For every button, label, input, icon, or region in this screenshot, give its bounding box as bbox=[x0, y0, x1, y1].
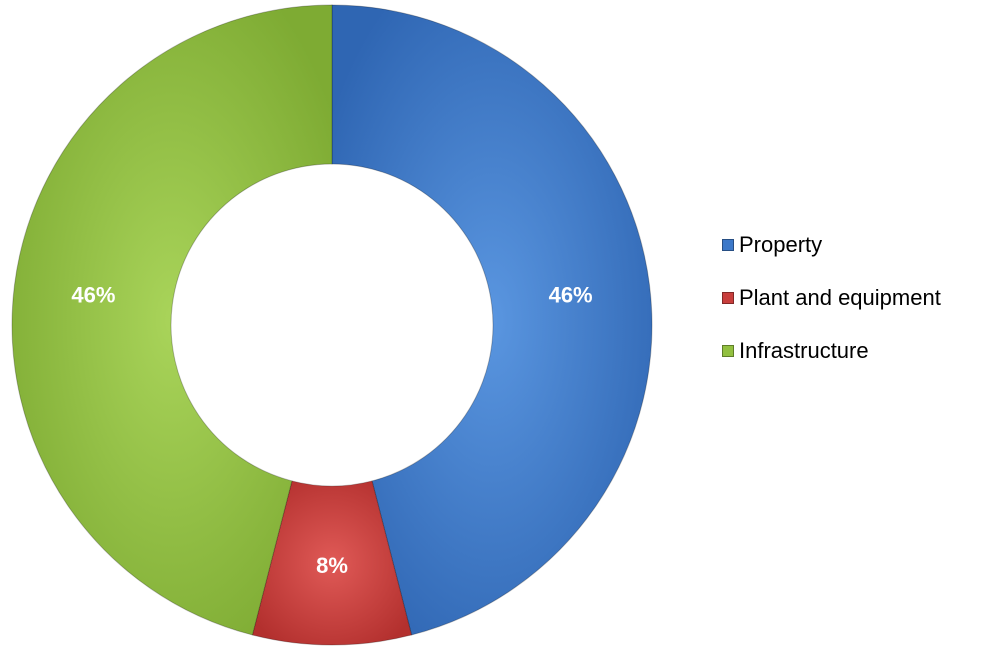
slice-plant-and-equipment bbox=[251, 480, 413, 646]
legend-swatch-property bbox=[722, 239, 734, 251]
data-label-plant-and-equipment: 8% bbox=[316, 553, 348, 578]
data-label-infrastructure: 46% bbox=[71, 282, 115, 307]
legend: Property Plant and equipment Infrastruct… bbox=[722, 232, 941, 391]
slice-property bbox=[331, 4, 653, 636]
legend-label-plant-and-equipment: Plant and equipment bbox=[739, 285, 941, 310]
legend-item-property: Property bbox=[722, 232, 941, 258]
legend-swatch-plant-and-equipment bbox=[722, 292, 734, 304]
legend-item-infrastructure: Infrastructure bbox=[722, 338, 941, 364]
data-label-property: 46% bbox=[549, 282, 593, 307]
legend-swatch-infrastructure bbox=[722, 345, 734, 357]
legend-label-property: Property bbox=[739, 232, 823, 257]
legend-item-plant-and-equipment: Plant and equipment bbox=[722, 285, 941, 311]
legend-label-infrastructure: Infrastructure bbox=[739, 338, 869, 363]
slice-infrastructure bbox=[11, 4, 333, 636]
